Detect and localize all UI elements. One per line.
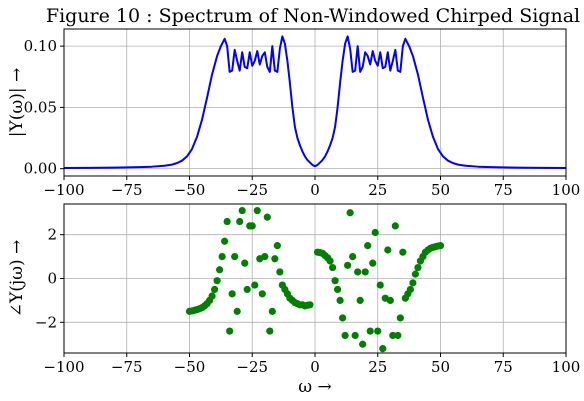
x-tick-label: 75 [494,358,513,376]
phase-data-point [236,217,244,226]
phase-data-point [328,263,337,272]
phase-data-point [359,340,367,348]
phase-data-point [331,277,339,285]
phase-data-point [253,206,261,215]
x-tick-label: −50 [174,181,206,199]
phase-data-point [374,327,382,335]
phase-data-point [251,281,259,289]
phase-data-point [394,331,402,340]
phase-data-point [258,290,266,298]
phase-data-point [261,252,269,261]
y-tick-label: 0.05 [24,98,57,116]
x-tick-label: 25 [368,181,387,199]
phase-data-point [231,252,239,261]
phase-data-point [223,217,231,226]
phase-data-point [361,268,369,276]
phase-data-point [333,285,342,294]
chart-title: Figure 10 : Spectrum of Non-Windowed Chi… [46,5,580,27]
y-tick-label: −2 [35,313,57,331]
phase-data-point [346,209,354,217]
y-tick-label: 2 [47,226,57,244]
phase-data-point [268,307,276,315]
phase-data-point [369,259,377,267]
phase-data-point [336,296,344,305]
x-tick-label: −100 [43,358,84,376]
x-tick-label: 0 [310,181,320,199]
phase-data-point [238,206,246,215]
phase-data-point [349,252,357,261]
phase-data-point [233,307,241,315]
phase-data-point [396,314,404,322]
phase-data-point [218,252,226,261]
phase-data-point [339,314,347,322]
phase-data-point [384,246,392,254]
spectrum-magnitude-panel: −100 −75 −50 −25 0 25 50 75 100 0.00 0.05 0.10 |Y(ω)… [7,28,581,199]
x-tick-label: 25 [368,358,387,376]
phase-data-point [351,331,359,340]
phase-data-point [386,296,394,305]
phase-data-point [243,285,251,294]
phase-data-point [376,281,384,289]
phase-data-point [391,222,399,230]
x-tick-label: −100 [43,181,84,199]
x-tick-label: 75 [494,181,513,199]
phase-data-point [226,327,234,335]
y-tick-label: 0.10 [24,37,57,55]
phase-data-point [371,228,379,237]
x-tick-label: −25 [236,181,268,199]
phase-data-point [409,279,417,287]
phase-data-point [213,277,221,285]
phase-data-point [216,266,224,274]
x-tick-label: −75 [111,181,143,199]
phase-data-point [273,242,281,250]
phase-data-point [356,296,364,305]
phase-data-point [228,290,236,298]
phase-data-point [399,248,407,256]
phase-data-point [306,301,314,309]
phase-data-point [266,327,274,335]
phase-data-point [364,242,372,250]
phase-data-point [271,255,279,263]
x-tick-label: 100 [552,181,581,199]
phase-data-point [344,261,352,269]
magnitude-series-line [63,35,567,170]
phase-data-point [263,213,271,221]
x-tick-label: −25 [236,358,268,376]
phase-data-point [406,285,414,294]
phase-data-point [276,268,284,276]
y-tick-label: 0 [47,270,57,288]
x-tick-label: 100 [552,358,581,376]
phase-data-point [411,270,419,278]
y-tick-label: 0.00 [24,160,57,178]
phase-data-point [414,263,422,272]
y-axis-label: |Y(ω)| → [7,68,27,137]
phase-data-point [208,292,216,300]
x-tick-label: 50 [431,181,450,199]
phase-data-point [211,285,219,294]
phase-data-point [354,268,362,276]
x-tick-label: 0 [310,358,320,376]
phase-data-point [241,259,249,267]
x-tick-label: −75 [111,358,143,376]
phase-data-point [389,331,397,340]
x-axis-label: ω → [298,377,332,397]
phase-data-point [366,327,374,335]
x-tick-label: −50 [174,358,206,376]
phase-data-point [341,331,349,340]
spectrum-phase-panel: −100 −75 −50 −25 0 25 50 75 100 −2 0 2 ∠Y(jω) → ω → [7,203,581,397]
y-axis-label: ∠Y(jω) → [7,240,27,318]
phase-data-point [221,237,229,245]
phase-data-point [248,222,256,230]
phase-data-point [379,345,387,353]
phase-data-point [326,257,334,265]
phase-data-point [436,242,445,250]
x-tick-label: 50 [431,358,450,376]
